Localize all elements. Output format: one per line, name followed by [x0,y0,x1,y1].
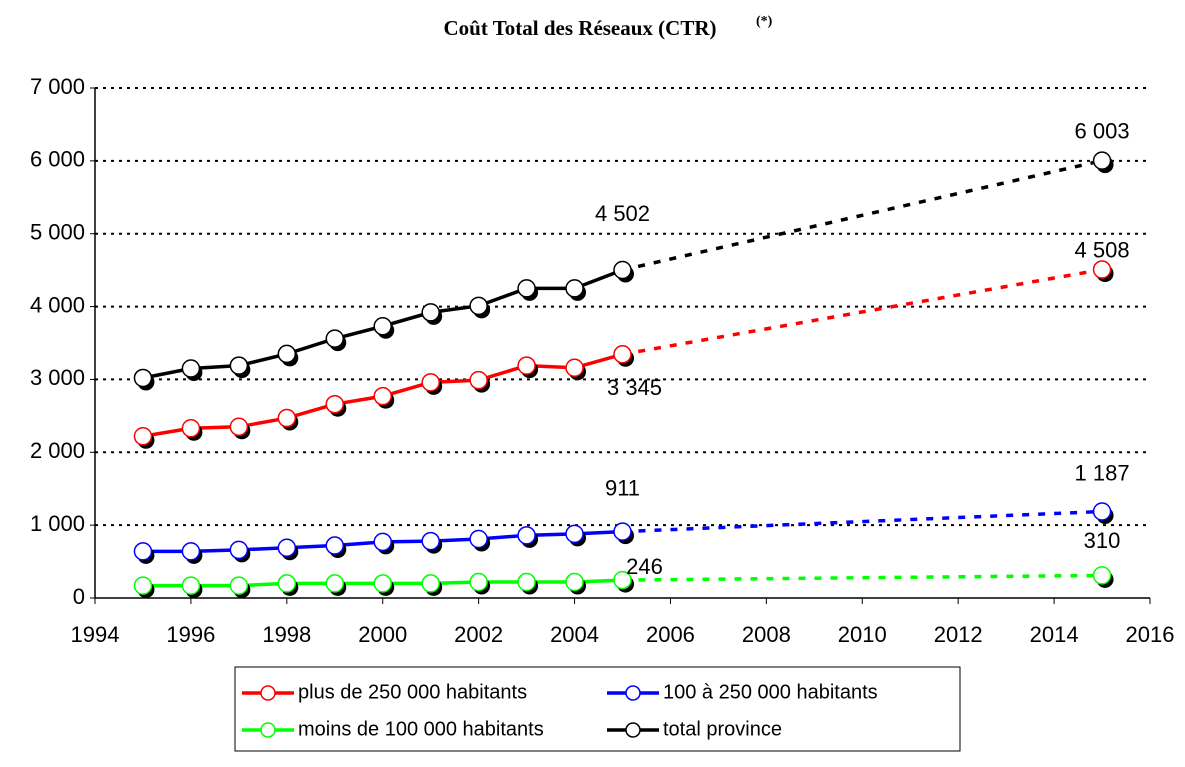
marker [229,540,249,560]
y-tick-label: 0 [73,584,85,609]
title-note: (*) [756,14,773,29]
marker [613,522,632,541]
marker [325,329,345,348]
marker [565,279,584,298]
marker [517,572,536,592]
marker [277,408,297,428]
marker [517,526,536,545]
marker [325,394,345,414]
marker [277,344,297,364]
marker [373,386,392,406]
x-tick-label: 2004 [550,622,599,647]
y-tick-label: 2 000 [30,438,85,463]
marker [133,427,153,446]
marker [469,296,488,316]
x-tick-label: 2000 [358,622,407,647]
marker [373,532,392,552]
legend-label: 100 à 250 000 habitants [663,681,878,703]
legend-marker [260,722,276,738]
marker [469,529,488,549]
x-tick-label: 1996 [166,622,215,647]
marker [181,542,201,561]
y-tick-label: 1 000 [30,511,85,536]
marker [325,536,345,555]
legend-box [234,666,961,752]
marker [1092,502,1112,521]
marker [325,574,345,593]
legend-marker [625,722,641,738]
legend-marker [625,685,641,701]
legend-label: plus de 250 000 habitants [298,681,527,703]
y-tick-label: 3 000 [30,365,85,390]
marker [517,279,536,298]
chart-title: Coût Total des Réseaux (CTR) [443,16,716,40]
marker [421,574,440,593]
legend-label: moins de 100 000 habitants [298,718,544,740]
marker [181,359,201,378]
marker [1092,566,1112,585]
marker [421,531,440,551]
marker [229,576,249,595]
x-tick-label: 2016 [1126,622,1175,647]
data-label: 4 508 [1075,237,1130,262]
marker [229,356,249,375]
legend-marker [260,685,276,701]
y-tick-label: 6 000 [30,147,85,172]
data-label: 3 345 [607,375,662,400]
marker [565,358,584,378]
y-tick-label: 7 000 [30,74,85,99]
marker [1092,260,1112,279]
marker [1092,151,1112,170]
marker [613,570,632,590]
marker [133,542,153,561]
x-tick-label: 2006 [646,622,695,647]
data-label: 911 [605,475,640,500]
x-tick-label: 2012 [934,622,983,647]
marker [613,345,632,364]
marker [229,417,249,437]
data-label: 6 003 [1075,118,1130,143]
marker [373,574,392,593]
series-projection [622,573,1103,582]
marker [133,576,153,595]
series-projection [622,267,1103,357]
x-tick-label: 1998 [262,622,311,647]
x-tick-label: 1994 [71,622,120,647]
data-label: 310 [1084,528,1121,553]
marker [421,373,440,392]
data-label: 1 187 [1075,460,1130,485]
marker [469,370,488,390]
series-projection [622,509,1103,534]
y-tick-label: 4 000 [30,292,85,317]
marker [277,574,297,593]
series-projection [622,158,1103,272]
marker [133,368,153,388]
marker [181,576,201,595]
x-tick-label: 2008 [742,622,791,647]
x-tick-label: 2010 [838,622,887,647]
marker [565,572,584,592]
legend-label: total province [663,718,782,740]
marker [469,572,488,592]
marker [277,538,297,557]
x-tick-label: 2014 [1030,622,1079,647]
data-label: 4 502 [595,201,650,226]
marker [421,303,440,322]
data-label: 246 [626,554,663,579]
x-tick-label: 2002 [454,622,503,647]
y-tick-label: 5 000 [30,220,85,245]
marker [181,418,201,438]
marker [565,524,584,544]
marker [517,356,536,375]
marker [373,316,392,336]
marker [613,260,632,280]
